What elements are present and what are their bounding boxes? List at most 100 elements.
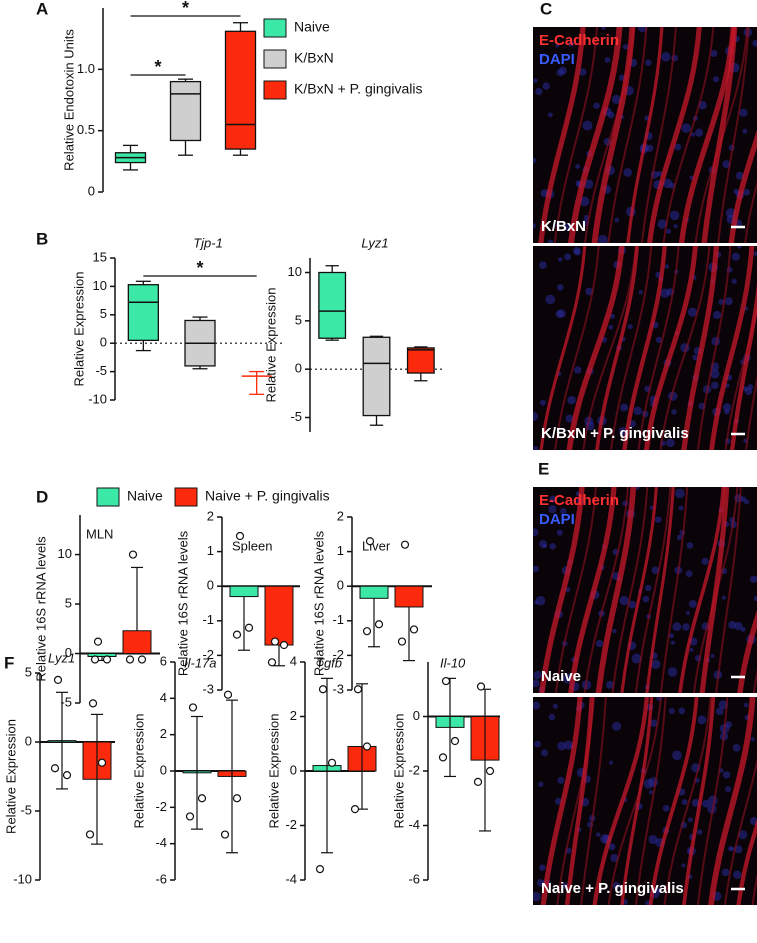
nucleus-stain — [676, 534, 683, 541]
nucleus-stain — [555, 310, 564, 318]
data-point — [197, 794, 207, 803]
nucleus-stain — [564, 740, 574, 750]
nucleus-stain — [539, 261, 547, 269]
nucleus-stain — [669, 633, 674, 639]
cadherin-stain — [568, 27, 623, 243]
nucleus-stain — [637, 27, 648, 33]
nucleus-stain — [535, 595, 546, 606]
nucleus-stain — [563, 223, 571, 231]
cadherin-stain — [744, 180, 757, 243]
chart-title: Tgfb — [316, 655, 342, 670]
cadherin-stain — [724, 757, 757, 905]
data-point — [50, 764, 60, 773]
nucleus-stain — [650, 659, 661, 670]
nucleus-stain — [533, 565, 540, 573]
y-tick-label: -6 — [408, 871, 420, 886]
nucleus-stain — [547, 112, 553, 118]
cadherin-stain — [539, 246, 587, 450]
y-tick-label: -4 — [285, 871, 297, 886]
nucleus-stain — [696, 829, 703, 835]
nucleus-stain — [567, 395, 576, 405]
y-tick-label: -3 — [332, 681, 344, 696]
cadherin-stain — [591, 27, 636, 243]
nucleus-stain — [601, 27, 606, 30]
box — [362, 336, 391, 417]
cadherin-stain — [610, 246, 653, 450]
nucleus-stain — [655, 336, 663, 343]
nucleus-stain — [724, 409, 730, 415]
nucleus-stain — [623, 168, 632, 177]
data-point — [85, 830, 95, 839]
significance-star: * — [182, 0, 189, 18]
nucleus-stain — [694, 128, 704, 137]
y-tick-label: 10 — [58, 546, 72, 561]
significance-star: * — [196, 258, 203, 278]
nucleus-stain — [678, 505, 684, 511]
nucleus-stain — [743, 702, 749, 708]
nucleus-stain — [612, 881, 621, 890]
nucleus-stain — [620, 403, 629, 412]
nucleus-stain — [539, 540, 548, 548]
nucleus-stain — [533, 679, 540, 688]
nucleus-stain — [556, 68, 565, 77]
y-axis-label: Relative Expression — [266, 714, 281, 829]
data-point — [374, 620, 384, 629]
nucleus-stain — [612, 628, 617, 634]
y-axis-label: Relative Expression — [263, 288, 278, 403]
y-tick-label: -10 — [88, 391, 107, 406]
y-tick-label: 0.5 — [77, 122, 95, 137]
nucleus-stain — [562, 882, 569, 889]
nucleus-stain — [645, 59, 652, 66]
y-tick-label: -2 — [408, 762, 420, 777]
nucleus-stain — [533, 670, 542, 680]
nucleus-stain — [593, 102, 600, 109]
data-point — [365, 537, 375, 546]
y-tick-label: 1 — [207, 543, 214, 558]
nucleus-stain — [753, 596, 757, 601]
legend-label: Naive + P. gingivalis — [205, 488, 330, 504]
data-point — [327, 758, 337, 767]
y-axis-label: Relative Expression — [71, 272, 86, 387]
y-tick-label: 0 — [413, 708, 420, 723]
data-point — [450, 736, 460, 746]
nucleus-stain — [662, 804, 670, 812]
nucleus-stain — [533, 223, 536, 229]
cadherin-stain — [607, 27, 648, 243]
nucleus-stain — [533, 78, 538, 83]
nucleus-stain — [739, 108, 748, 117]
data-point — [270, 637, 280, 646]
cadherin-stain — [701, 27, 738, 243]
nucleus-stain — [609, 313, 615, 319]
y-tick-label: 0 — [337, 578, 344, 593]
image-caption: Naive — [541, 668, 581, 685]
legend-label: Naive — [294, 19, 330, 35]
cadherin-stain — [696, 697, 729, 905]
cadherin-stain — [728, 129, 757, 243]
data-point — [88, 699, 98, 708]
cadherin-stain — [647, 27, 702, 243]
nucleus-stain — [646, 144, 654, 152]
y-axis-label: Relative Expression — [391, 714, 406, 829]
nucleus-stain — [607, 111, 615, 119]
nucleus-stain — [539, 864, 546, 871]
nucleus-stain — [634, 487, 640, 490]
data-point — [485, 766, 495, 776]
nucleus-stain — [533, 891, 541, 902]
y-tick-label: 5 — [65, 595, 72, 610]
cadherin-stain — [736, 818, 757, 905]
y-tick-label: -5 — [290, 409, 302, 424]
y-tick-label: 4 — [160, 690, 167, 705]
nucleus-stain — [533, 701, 541, 710]
cadherin-stain — [715, 487, 742, 693]
data-point — [53, 675, 63, 685]
chart-title: Lyz1 — [48, 650, 75, 665]
nucleus-stain — [648, 835, 658, 845]
cadherin-stain — [659, 487, 689, 693]
y-tick-label: -4 — [155, 835, 167, 850]
nucleus-stain — [628, 600, 637, 609]
data-point — [397, 637, 407, 646]
y-tick-label: -10 — [13, 871, 32, 886]
cadherin-stain — [682, 697, 716, 905]
nucleus-stain — [633, 406, 643, 416]
cadherin-stain — [634, 487, 672, 693]
